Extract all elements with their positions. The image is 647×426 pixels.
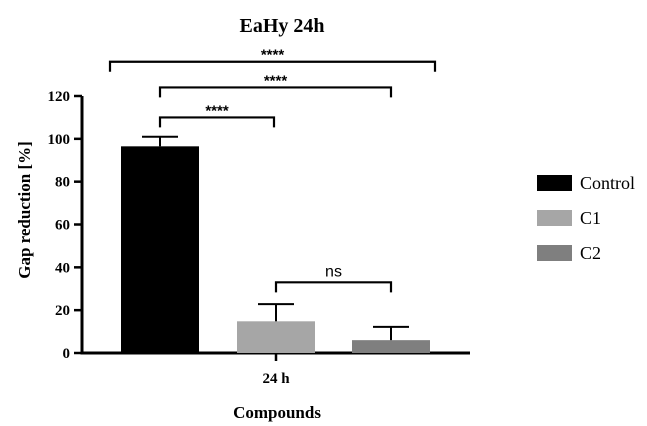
y-tick-label: 100 <box>48 132 71 148</box>
bar-control <box>121 146 199 353</box>
legend-label-c2: C2 <box>580 243 601 263</box>
significance-bracket <box>158 116 276 128</box>
significance-label: **** <box>264 72 288 89</box>
legend-label-c1: C1 <box>580 208 601 228</box>
y-tick-label: 0 <box>63 346 71 362</box>
y-tick-label: 60 <box>55 218 70 234</box>
significance-bracket <box>274 281 393 293</box>
legend-swatch-c2 <box>537 245 572 261</box>
bar-c1 <box>237 321 315 353</box>
legend-swatch-control <box>537 175 572 191</box>
y-axis-label: Gap reduction [%] <box>15 141 34 279</box>
significance-label: **** <box>205 102 229 119</box>
x-tick-label: 24 h <box>262 371 290 387</box>
chart-title: EaHy 24h <box>239 15 324 37</box>
y-tick-label: 20 <box>55 303 70 319</box>
y-tick-label: 120 <box>48 89 71 105</box>
x-axis-label: Compounds <box>233 403 321 422</box>
bar-c2 <box>352 340 430 353</box>
legend-label-control: Control <box>580 173 635 193</box>
significance-bracket <box>158 86 393 98</box>
significance-label: ns <box>325 263 342 280</box>
legend-swatch-c1 <box>537 210 572 226</box>
significance-label: **** <box>261 47 285 64</box>
y-tick-label: 80 <box>55 175 70 191</box>
y-tick-label: 40 <box>55 260 70 276</box>
significance-bracket <box>108 60 437 72</box>
